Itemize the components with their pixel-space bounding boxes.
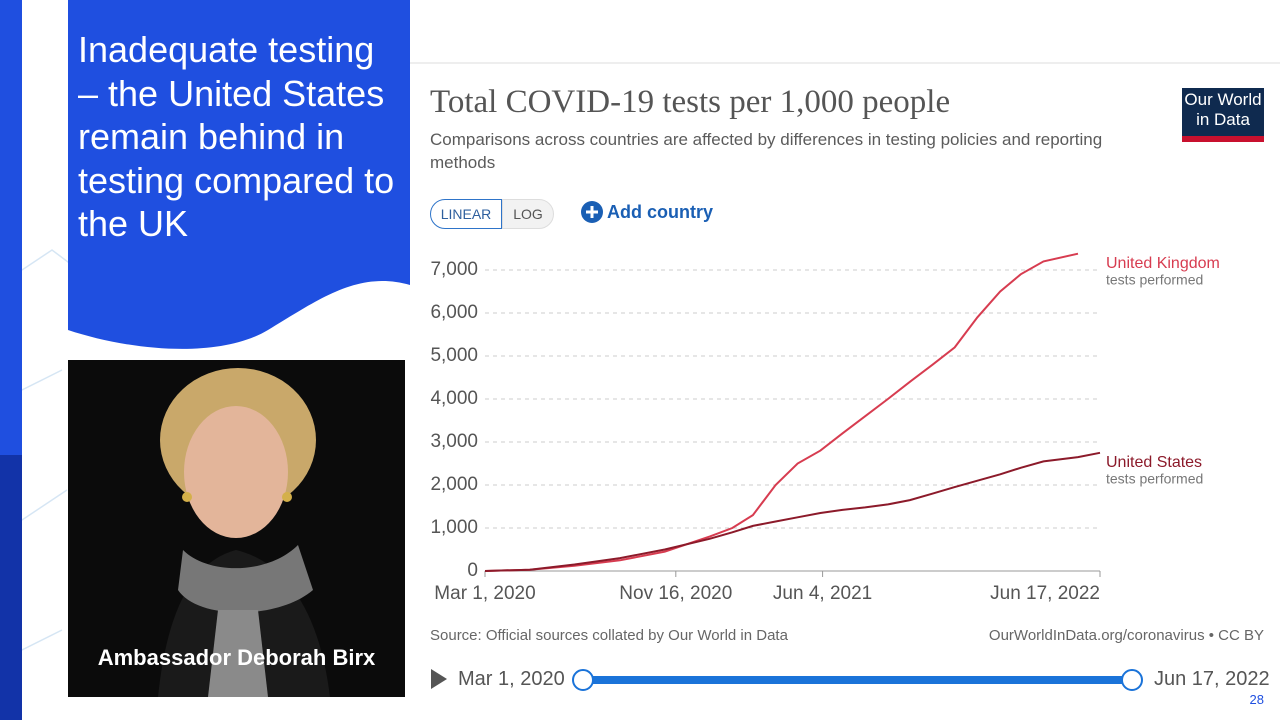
photo-caption: Ambassador Deborah Birx [97, 645, 376, 670]
timeline-start-handle[interactable] [572, 669, 594, 691]
side-strip-dark [0, 455, 22, 720]
source: Source: Official sources collated by Our… [430, 627, 788, 644]
add-country-button[interactable]: Add country [581, 201, 713, 223]
x-tick-label: Jun 4, 2021 [773, 583, 872, 604]
y-tick-label: 1,000 [430, 517, 478, 538]
x-tick-label: Jun 17, 2022 [990, 583, 1100, 604]
series-line [484, 451, 1101, 572]
legend-sublabel: tests performed [1106, 271, 1203, 287]
chart-subtitle: Comparisons across countries are affecte… [430, 130, 1103, 172]
photo [68, 360, 405, 697]
y-tick-label: 7,000 [430, 259, 478, 280]
linear-button[interactable]: LINEAR [430, 199, 502, 229]
y-tick-label: 3,000 [430, 431, 478, 452]
timeline-start: Mar 1, 2020 [458, 668, 565, 690]
title-panel [68, 0, 410, 349]
logo: Our World in Data [1182, 88, 1264, 142]
x-tick-label: Mar 1, 2020 [434, 583, 535, 604]
timeline-end: Jun 17, 2022 [1154, 668, 1270, 690]
y-tick-label: 5,000 [430, 345, 478, 366]
add-country-text: Add country [607, 201, 713, 222]
slide-title: Inadequate testing – the United States r… [78, 29, 395, 244]
legend-label: United Kingdom [1106, 255, 1220, 272]
logo-text: Our World in Data [1184, 90, 1262, 129]
chart-title: Total COVID-19 tests per 1,000 people [430, 84, 951, 120]
log-button[interactable]: LOG [502, 199, 554, 229]
hex-pattern [22, 249, 72, 651]
y-tick-label: 6,000 [430, 302, 478, 323]
series-line [484, 252, 1079, 572]
side-strip [0, 0, 22, 455]
timeline-track [583, 676, 1131, 684]
credit: OurWorldInData.org/coronavirus • CC BY [988, 627, 1264, 644]
y-tick-label: 0 [467, 560, 478, 581]
plus-icon [581, 201, 603, 223]
legend-sublabel: tests performed [1106, 470, 1203, 486]
page-number: 28 [1249, 692, 1264, 707]
y-tick-label: 4,000 [430, 388, 478, 409]
y-tick-label: 2,000 [430, 474, 478, 495]
chart-top-border [410, 62, 1280, 64]
legend-label: United States [1106, 454, 1202, 471]
play-button[interactable] [428, 666, 450, 692]
timeline-end-handle[interactable] [1121, 669, 1143, 691]
x-tick-label: Nov 16, 2020 [619, 583, 732, 604]
